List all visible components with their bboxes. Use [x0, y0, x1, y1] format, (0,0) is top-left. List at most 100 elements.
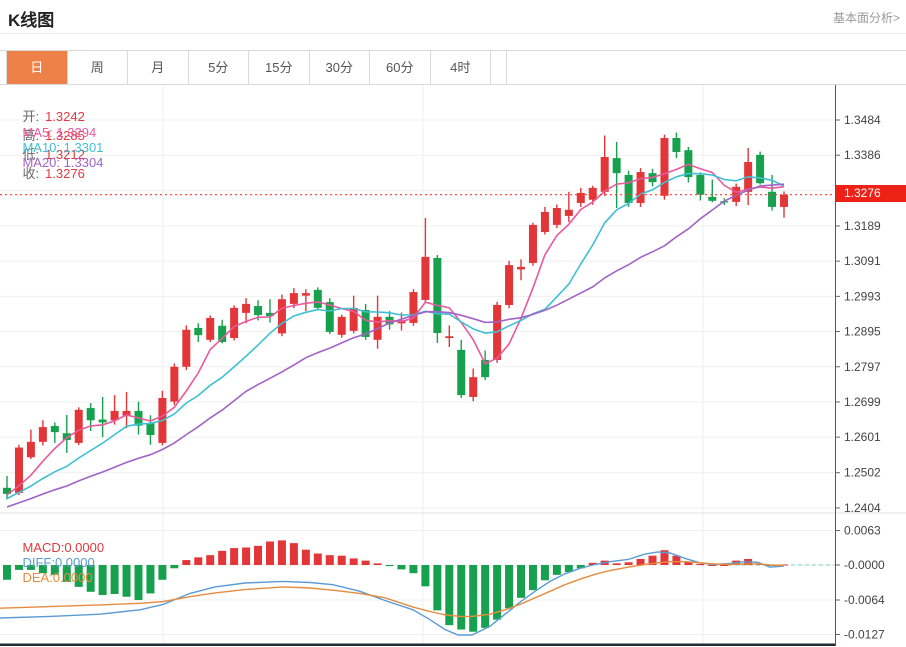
macd-histogram-bar	[14, 565, 23, 570]
candle-body	[301, 293, 310, 296]
candle-body	[50, 426, 59, 433]
tab-week[interactable]: 周	[67, 51, 128, 84]
tab-15min[interactable]: 15分	[249, 51, 310, 84]
tab-5min[interactable]: 5分	[188, 51, 249, 84]
price-axis-label: 1.2404	[844, 501, 881, 515]
candle-body	[660, 137, 669, 196]
candle-body	[3, 487, 11, 494]
macd-histogram-bar	[218, 550, 227, 565]
candle-body	[62, 433, 71, 441]
candle-body	[14, 447, 23, 493]
tab-4hour[interactable]: 4时	[430, 51, 491, 84]
macd-histogram-bar	[409, 565, 418, 574]
candle-body	[277, 299, 286, 334]
macd-histogram-bar	[74, 565, 83, 587]
candle-body	[206, 317, 215, 340]
macd-histogram-bar	[564, 565, 573, 573]
macd-histogram-bar	[636, 558, 645, 565]
candle-body	[564, 209, 573, 216]
price-axis-label: 1.3189	[844, 219, 881, 233]
price-axis-label: 1.2699	[844, 395, 881, 409]
candle-body	[540, 211, 549, 233]
candle-body	[325, 302, 334, 332]
tab-month[interactable]: 月	[128, 51, 189, 84]
price-axis-label: 1.3091	[844, 254, 881, 268]
macd-histogram-bar	[277, 540, 286, 565]
candle-body	[768, 191, 777, 207]
title-bar: K线图 基本面分析>	[0, 0, 906, 34]
macd-histogram-bar	[158, 565, 167, 580]
page-title: K线图	[8, 11, 55, 30]
candle-body	[588, 187, 597, 200]
macd-histogram-bar	[481, 565, 490, 628]
macd-histogram-bar	[265, 541, 274, 565]
candle-body	[361, 310, 370, 337]
macd-histogram-bar	[194, 557, 203, 565]
candle-body	[218, 325, 227, 342]
macd-histogram-bar	[517, 565, 526, 598]
ma5-line	[6, 163, 785, 496]
kline-chart-area[interactable]: 1.3484 1.3386 1.3189 1.3091 1.2993 1.2895 1.27…	[0, 85, 906, 647]
candle-body	[26, 441, 35, 458]
dea-line	[0, 561, 785, 618]
macd-histogram-bar	[528, 565, 537, 591]
macd-histogram-bar	[433, 565, 442, 611]
macd-histogram-bar	[26, 565, 35, 570]
candle-body	[481, 359, 490, 378]
candle-body	[349, 307, 358, 331]
fundamental-analysis-link[interactable]: 基本面分析>	[832, 11, 900, 25]
macd-histogram-bar	[588, 562, 597, 565]
candle-body	[469, 377, 478, 397]
candle-body	[38, 427, 47, 442]
macd-histogram-bar	[660, 550, 669, 565]
tab-30min[interactable]: 30分	[309, 51, 370, 84]
candle-body	[600, 156, 609, 192]
tab-60min[interactable]: 60分	[370, 51, 431, 84]
candle-body	[146, 423, 155, 436]
candle-body	[421, 256, 430, 300]
macd-histogram-bar	[301, 549, 310, 565]
macd-histogram-bar	[38, 565, 47, 574]
tab-day[interactable]: 日	[7, 51, 68, 84]
candle-body	[265, 312, 274, 317]
candle-body	[636, 172, 645, 203]
tab-spacer	[0, 51, 7, 84]
macd-histogram-bar	[62, 565, 71, 582]
candle-body	[576, 192, 585, 203]
macd-histogram-bar	[505, 565, 514, 609]
macd-histogram-bar	[576, 565, 585, 569]
macd-axis-label: -0.0000	[844, 558, 885, 572]
candle-body	[552, 207, 561, 225]
interval-tab-bar: 日 周 月 5分 15分 30分 60分 4时	[0, 50, 906, 85]
macd-histogram-bar	[349, 558, 358, 565]
macd-histogram-bar	[122, 565, 131, 597]
macd-histogram-bar	[361, 560, 370, 565]
macd-histogram-bar	[242, 547, 251, 565]
ma10-line	[6, 172, 785, 500]
candle-body	[433, 257, 442, 333]
candle-body	[122, 410, 131, 416]
candle-body	[254, 306, 263, 316]
macd-histogram-bar	[134, 565, 143, 601]
macd-histogram-bar	[648, 555, 657, 565]
candle-body	[313, 289, 322, 308]
macd-histogram-bar	[421, 565, 430, 587]
macd-histogram-bar	[696, 563, 705, 565]
candle-body	[528, 224, 537, 263]
macd-histogram-bar	[254, 545, 263, 565]
candle-body	[110, 410, 119, 421]
price-axis-label: 1.3386	[844, 148, 881, 162]
kline-chart-canvas[interactable]: 1.3484 1.3386 1.3189 1.3091 1.2993 1.2895 1.27…	[0, 85, 906, 647]
macd-axis-label: -0.0127	[844, 627, 885, 641]
macd-histogram-bar	[182, 560, 191, 565]
candle-body	[780, 194, 789, 207]
macd-histogram-bar	[385, 565, 394, 567]
macd-histogram-bar	[684, 562, 693, 565]
candle-body	[445, 336, 454, 339]
candle-body	[337, 316, 346, 335]
macd-histogram-bar	[170, 565, 179, 569]
macd-histogram-bar	[325, 555, 334, 565]
candle-body	[756, 154, 765, 184]
macd-histogram-bar	[672, 555, 681, 565]
